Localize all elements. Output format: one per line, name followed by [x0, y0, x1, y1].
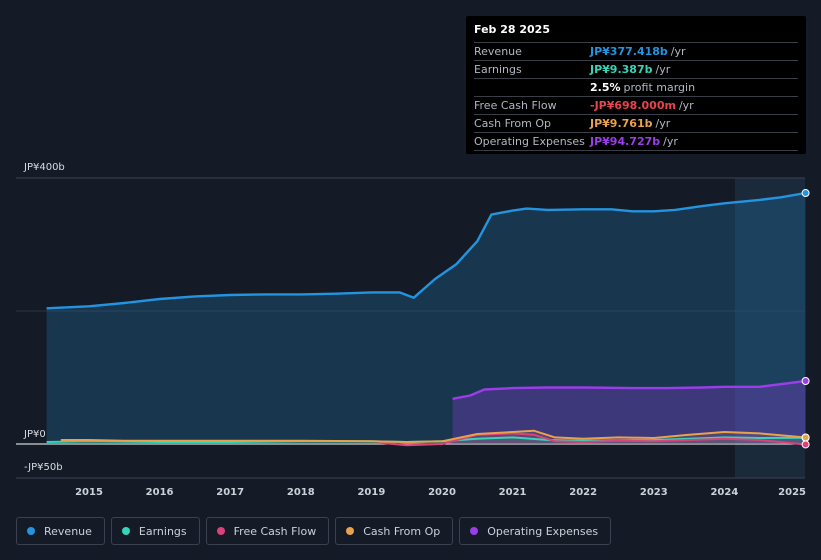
- legend-item-cash-from-op[interactable]: Cash From Op: [335, 517, 454, 545]
- revenue-line: [46, 191, 806, 310]
- tooltip-unit: /yr: [655, 63, 671, 76]
- legend-label: Operating Expenses: [487, 524, 599, 538]
- legend-label: Earnings: [138, 524, 187, 538]
- x-tick-label: 2022: [569, 487, 597, 498]
- tooltip-label: Free Cash Flow: [474, 99, 557, 112]
- tooltip-date: Feb 28 2025: [474, 22, 798, 43]
- tooltip-row: Revenue JP¥377.418b/yr: [474, 43, 798, 61]
- forecast-region: [734, 178, 805, 478]
- legend-item-free-cash-flow[interactable]: Free Cash Flow: [205, 517, 330, 545]
- operating-expenses-area: [452, 381, 806, 444]
- tooltip-value: 2.5%: [590, 81, 621, 94]
- tooltip-row: 2.5% profit margin: [474, 79, 798, 97]
- tooltip-label: Operating Expenses: [474, 135, 585, 148]
- x-tick-label: 2023: [640, 487, 668, 498]
- legend: Revenue Earnings Free Cash Flow Cash From O…: [16, 517, 612, 545]
- legend-label: Revenue: [44, 524, 92, 538]
- x-tick-label: 2015: [75, 487, 103, 498]
- legend-label: Cash From Op: [363, 524, 441, 538]
- tooltip-label: Revenue: [474, 45, 522, 58]
- x-tick-label: 2018: [287, 487, 315, 498]
- x-tick-label: 2024: [710, 487, 738, 498]
- x-tick-label: 2017: [216, 487, 244, 498]
- legend-dot-icon: [27, 527, 35, 535]
- tooltip-unit: /yr: [670, 45, 686, 58]
- tooltip-row: Operating Expenses JP¥94.727b/yr: [474, 133, 798, 151]
- tooltip-value: JP¥94.727b: [590, 135, 661, 148]
- legend-item-revenue[interactable]: Revenue: [16, 517, 105, 545]
- free-cash-flow-end-point: [801, 440, 810, 449]
- x-tick-label: 2016: [146, 487, 174, 498]
- x-tick-label: 2021: [499, 487, 527, 498]
- legend-dot-icon: [470, 527, 479, 535]
- y-tick-label: -JP¥50b: [24, 462, 63, 473]
- tooltip-row: Earnings JP¥9.387b/yr: [474, 61, 798, 79]
- tooltip-unit: /yr: [678, 99, 694, 112]
- operating-expenses-end-point: [801, 377, 810, 386]
- tooltip-label: Earnings: [474, 63, 522, 76]
- tooltip-value: -JP¥698.000m: [590, 99, 676, 112]
- legend-dot-icon: [216, 527, 225, 535]
- tooltip-value: JP¥9.387b: [590, 63, 653, 76]
- revenue-end-point: [801, 189, 810, 198]
- operating-expenses-line: [452, 379, 806, 400]
- legend-item-operating-expenses[interactable]: Operating Expenses: [459, 517, 612, 545]
- tooltip-label: Cash From Op: [474, 117, 552, 130]
- legend-dot-icon: [121, 527, 130, 535]
- y-tick-label: JP¥0: [23, 429, 46, 440]
- tooltip-panel: Feb 28 2025 Revenue JP¥377.418b/yr Earning…: [466, 16, 806, 154]
- legend-item-earnings[interactable]: Earnings: [110, 517, 200, 545]
- x-tick-label: 2019: [357, 487, 385, 498]
- tooltip-unit: /yr: [663, 135, 678, 148]
- tooltip-value: JP¥9.761b: [590, 117, 653, 130]
- earnings-line: [46, 436, 806, 443]
- tooltip-value: JP¥377.418b: [590, 45, 668, 58]
- tooltip-unit: /yr: [655, 117, 671, 130]
- x-tick-label: 2020: [428, 487, 456, 498]
- revenue-area: [46, 193, 806, 444]
- tooltip-row: Cash From Op JP¥9.761b/yr: [474, 115, 798, 133]
- tooltip-label: [474, 79, 590, 96]
- cash-from-op-line: [60, 429, 806, 443]
- tooltip-row: Free Cash Flow -JP¥698.000m/yr: [474, 97, 798, 115]
- legend-label: Free Cash Flow: [233, 524, 317, 538]
- cash-from-op-end-point: [801, 433, 810, 442]
- tooltip-unit: profit margin: [623, 81, 696, 94]
- legend-dot-icon: [346, 527, 355, 535]
- x-tick-label: 2025: [778, 487, 806, 498]
- free-cash-flow-area: [378, 433, 806, 446]
- free-cash-flow-line: [378, 432, 806, 447]
- y-tick-label: JP¥400b: [23, 162, 65, 173]
